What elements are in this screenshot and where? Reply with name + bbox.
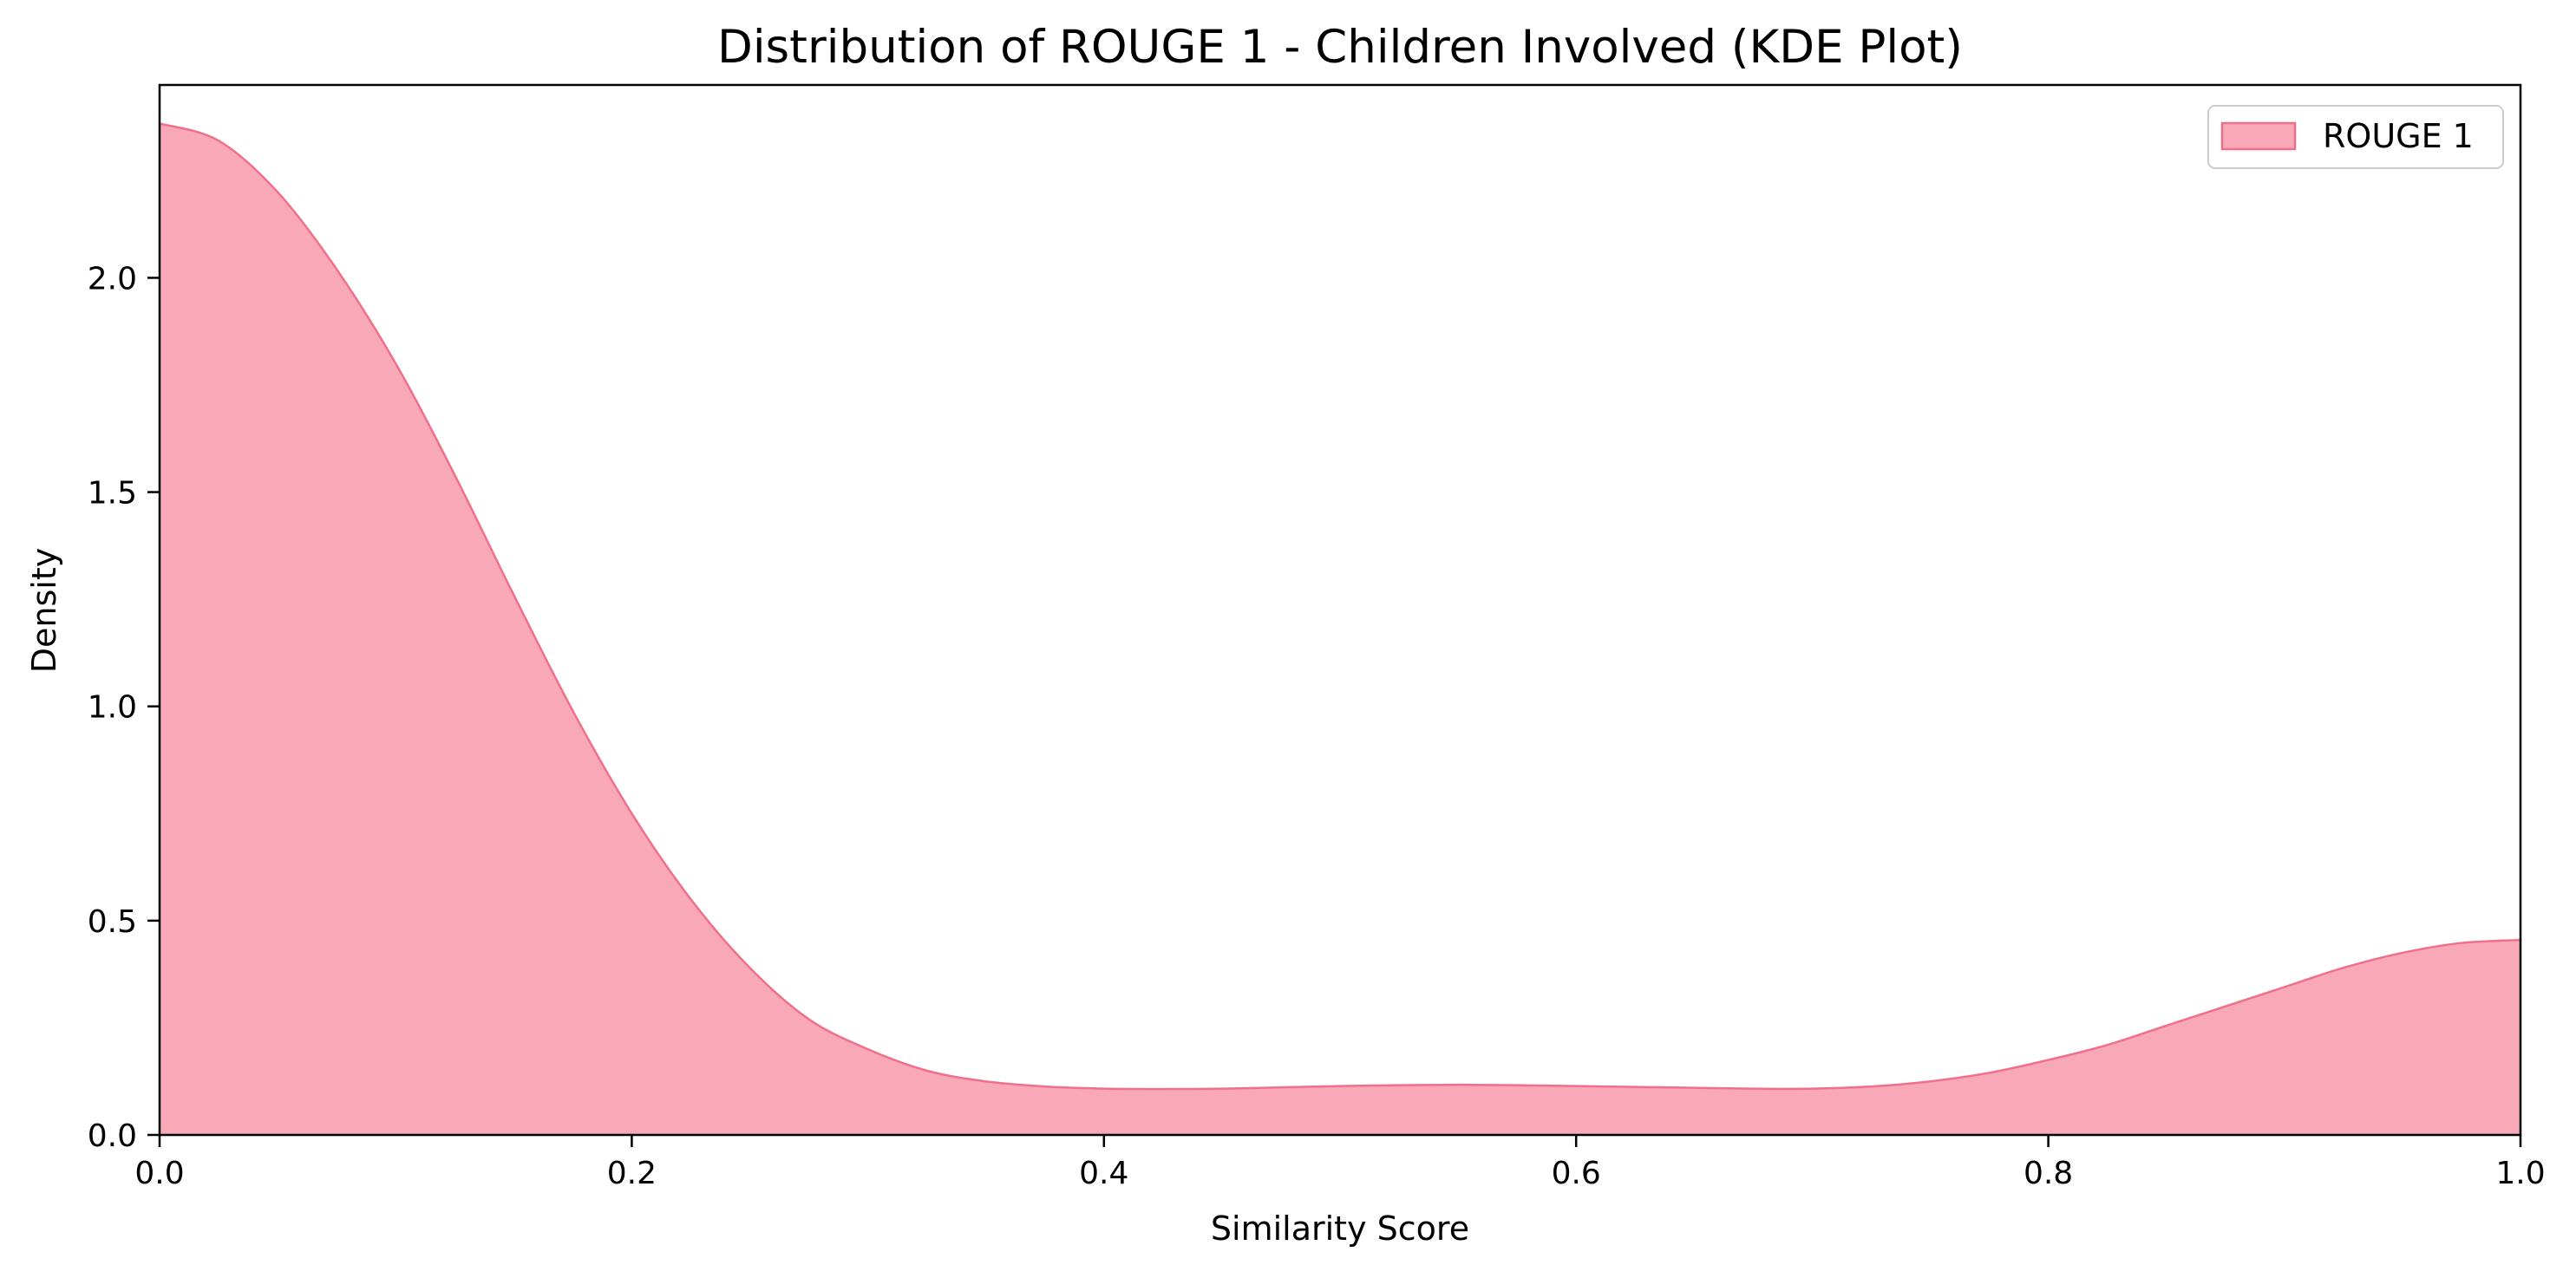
y-tick-label: 1.0 [88, 690, 137, 726]
chart-title: Distribution of ROUGE 1 - Children Invol… [717, 21, 1963, 74]
legend-swatch [2220, 121, 2297, 151]
x-axis-label: Similarity Score [1211, 1210, 1469, 1248]
legend-box [2207, 105, 2504, 169]
y-axis-label: Density [25, 548, 63, 673]
x-tick-label: 0.8 [2024, 1156, 2073, 1191]
y-tick-label: 0.5 [88, 904, 137, 940]
kde-curve-line [159, 122, 2521, 1091]
plot-frame [158, 83, 2522, 1137]
y-tick-label: 0.0 [88, 1118, 137, 1154]
y-tick-label: 2.0 [88, 261, 137, 297]
y-axis-ticks: 0.0 0.5 1.0 1.5 2.0 [88, 261, 160, 1154]
x-tick-label: 1.0 [2495, 1156, 2545, 1191]
x-tick-label: 0.6 [1552, 1156, 1601, 1191]
legend: ROUGE 1 [2207, 105, 2504, 169]
x-tick-label: 0.2 [607, 1156, 657, 1191]
kde-area-fill [160, 123, 2520, 1136]
x-axis-ticks: 0.0 0.2 0.4 0.6 0.8 1.0 [134, 1135, 2546, 1191]
x-tick-label: 0.4 [1079, 1156, 1128, 1191]
legend-label: ROUGE 1 [2323, 117, 2474, 155]
y-tick-label: 1.5 [88, 476, 137, 512]
x-tick-label: 0.0 [134, 1156, 184, 1191]
